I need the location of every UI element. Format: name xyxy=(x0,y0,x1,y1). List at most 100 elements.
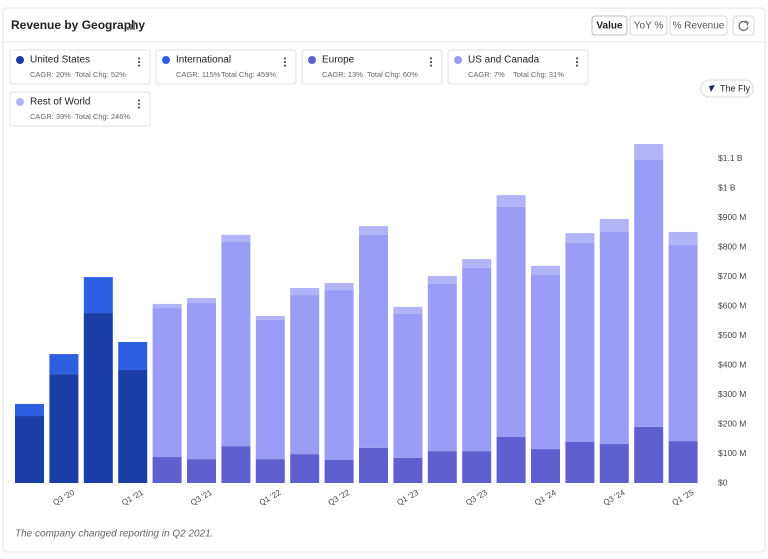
bar-segment xyxy=(393,313,423,458)
legend-item[interactable]: International CAGR: 115% Total Chg: 459% xyxy=(155,49,297,85)
legend-label: US and Canada xyxy=(468,55,540,66)
bar-segment xyxy=(290,288,320,296)
legend-cagr: CAGR: 20% xyxy=(30,70,71,79)
bar-segment xyxy=(531,275,560,450)
legend-card xyxy=(301,49,443,85)
bar-segment xyxy=(531,449,560,483)
bar-segment xyxy=(83,277,113,314)
menu-dot xyxy=(575,57,579,60)
bar-segment xyxy=(324,290,354,460)
bar-segment xyxy=(462,267,492,452)
bar-segment xyxy=(565,233,595,243)
legend-label: International xyxy=(176,55,231,66)
bar-segment xyxy=(49,374,79,483)
y-tick-label: $200 M xyxy=(718,418,746,428)
bar-segment xyxy=(668,244,698,442)
toggle-button[interactable]: Value xyxy=(591,15,628,36)
source-badge[interactable]: The Fly xyxy=(700,79,754,98)
bar-segment xyxy=(634,426,664,483)
legend-cagr: CAGR: 39% xyxy=(30,112,71,121)
legend-swatch xyxy=(16,98,24,106)
bar-segment xyxy=(118,370,148,483)
bar-segment xyxy=(531,265,560,276)
y-tick-label: $600 M xyxy=(718,300,746,310)
bar-segment xyxy=(255,459,285,483)
bar-segment xyxy=(634,159,664,427)
bar-segment xyxy=(255,316,285,320)
legend-card xyxy=(9,91,151,127)
bar-segment xyxy=(668,441,698,483)
chart-title: Revenue by Geography xyxy=(11,18,145,32)
bar-segment xyxy=(496,195,526,207)
legend-item[interactable]: Europe CAGR: 13% Total Chg: 60% xyxy=(301,49,443,85)
bar-segment xyxy=(599,444,629,483)
y-tick-label: $0 xyxy=(718,477,728,487)
menu-dot xyxy=(137,57,141,60)
menu-dot xyxy=(137,106,141,109)
bar-segment xyxy=(187,459,216,483)
bar-segment xyxy=(152,303,182,309)
menu-dot xyxy=(283,57,287,60)
bar-segment xyxy=(221,446,251,483)
legend-item[interactable]: US and Canada CAGR: 7% Total Chg: 31% xyxy=(447,49,589,85)
menu-dot xyxy=(429,64,433,67)
bar-segment xyxy=(427,275,457,284)
menu-dot xyxy=(137,60,141,64)
bar-segment xyxy=(427,451,457,483)
menu-dot xyxy=(137,64,141,67)
footnote: The company changed reporting in Q2 2021… xyxy=(15,529,213,540)
menu-dot xyxy=(575,64,579,67)
bar-segment xyxy=(496,206,526,437)
y-tick-label: $1 B xyxy=(718,182,736,192)
legend-swatch xyxy=(308,56,316,64)
bar-segment xyxy=(49,354,79,375)
bar-segment xyxy=(324,459,354,483)
menu-dot xyxy=(283,60,287,64)
y-tick-label: $1.1 B xyxy=(718,153,743,163)
legend-cagr: CAGR: 13% xyxy=(322,70,363,79)
bar-segment xyxy=(565,441,595,483)
bar-segment xyxy=(290,454,320,483)
bar-segment xyxy=(118,341,148,371)
bar-segment xyxy=(324,282,354,291)
y-tick-label: $800 M xyxy=(718,241,746,251)
legend-total: Total Chg: 31% xyxy=(513,70,564,79)
menu-dot xyxy=(429,57,433,60)
legend-item[interactable]: United States CAGR: 20% Total Chg: 52% xyxy=(9,49,151,85)
legend-label: United States xyxy=(30,55,90,66)
legend-total: Total Chg: 52% xyxy=(75,70,126,79)
legend-item[interactable]: Rest of World CAGR: 39% Total Chg: 246% xyxy=(9,91,151,127)
button-label: Value xyxy=(596,21,623,32)
bar-segment xyxy=(599,231,629,445)
toggle-button[interactable]: % Revenue xyxy=(669,15,728,36)
y-tick-label: $300 M xyxy=(718,389,746,399)
legend-card xyxy=(155,49,297,85)
badge-label: The Fly xyxy=(720,83,751,93)
bar-segment xyxy=(565,242,595,442)
bar-segment xyxy=(393,306,423,314)
bar-segment xyxy=(221,241,251,447)
refresh-button[interactable] xyxy=(732,15,755,36)
bar-segment xyxy=(668,231,698,245)
bar-segment xyxy=(255,319,285,460)
bar-segment xyxy=(393,457,423,483)
bar-segment xyxy=(427,283,457,452)
bar-segment xyxy=(152,308,182,458)
bar-segment xyxy=(359,226,388,235)
bar-segment xyxy=(359,447,388,483)
bar-segment xyxy=(187,298,216,304)
button-bg xyxy=(591,15,628,36)
y-tick-label: $500 M xyxy=(718,330,746,340)
legend-label: Rest of World xyxy=(30,97,90,108)
bar-segment xyxy=(634,144,664,160)
bar-segment xyxy=(15,403,44,417)
menu-dot xyxy=(429,60,433,64)
y-tick-label: $400 M xyxy=(718,359,746,369)
button-label: % Revenue xyxy=(673,21,725,32)
button-label: YoY % xyxy=(634,21,664,32)
legend-cagr: CAGR: 115% xyxy=(176,70,221,79)
button-bg xyxy=(669,15,728,36)
toggle-button[interactable]: YoY % xyxy=(629,15,668,36)
legend-swatch xyxy=(162,56,170,64)
